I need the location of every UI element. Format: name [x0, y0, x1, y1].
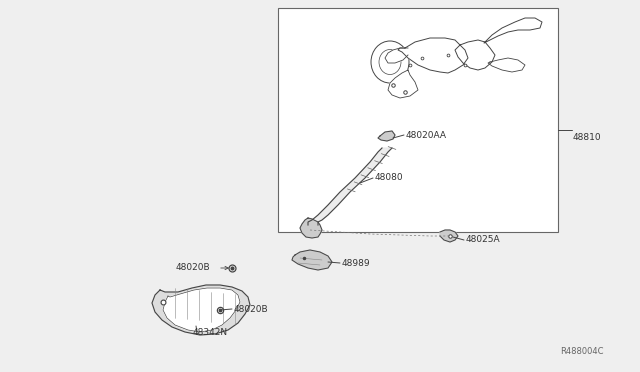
Ellipse shape [371, 41, 409, 83]
Text: 48810: 48810 [573, 133, 602, 142]
Polygon shape [440, 230, 458, 242]
Text: R488004C: R488004C [560, 347, 604, 356]
Polygon shape [292, 250, 332, 270]
Polygon shape [455, 40, 495, 70]
Polygon shape [308, 148, 392, 225]
Polygon shape [163, 288, 240, 332]
Polygon shape [300, 218, 322, 238]
Text: 48989: 48989 [342, 259, 371, 267]
Text: 48080: 48080 [375, 173, 404, 183]
Bar [278, 8, 558, 232]
Ellipse shape [379, 49, 401, 74]
Text: 48025A: 48025A [466, 235, 500, 244]
Polygon shape [152, 285, 250, 335]
Text: 48020B: 48020B [234, 305, 269, 314]
Polygon shape [484, 18, 542, 43]
Polygon shape [398, 38, 468, 73]
Text: 48342N: 48342N [193, 328, 228, 337]
Text: 48020B: 48020B [176, 263, 211, 273]
Polygon shape [378, 131, 395, 141]
Text: 48020AA: 48020AA [406, 131, 447, 140]
Polygon shape [385, 48, 408, 63]
Polygon shape [488, 58, 525, 72]
Polygon shape [388, 70, 418, 98]
